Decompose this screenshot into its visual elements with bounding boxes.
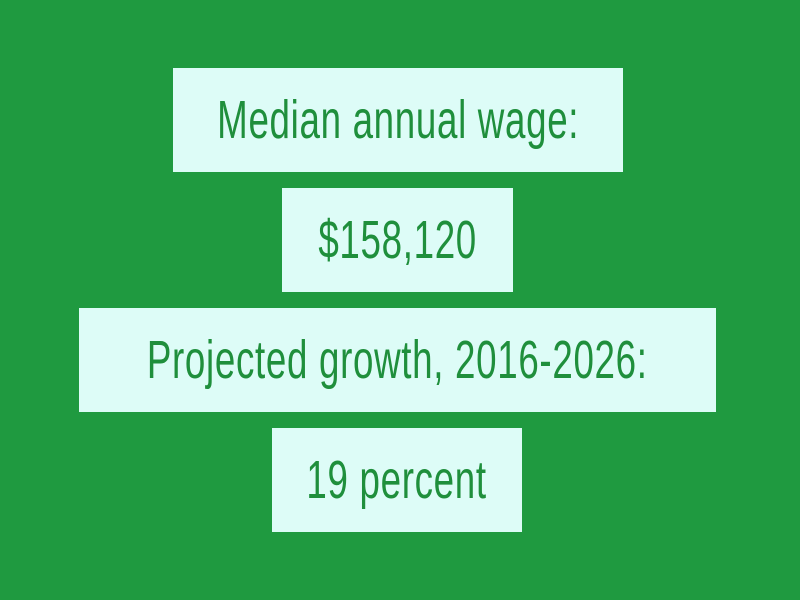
growth-value: 19 percent: [306, 450, 488, 510]
wage-label-box: Median annual wage:: [173, 68, 623, 172]
wage-label: Median annual wage:: [216, 90, 580, 150]
wage-value-box: $158,120: [282, 188, 513, 292]
wage-value: $158,120: [318, 210, 477, 270]
growth-value-box: 19 percent: [272, 428, 522, 532]
growth-label: Projected growth, 2016-2026:: [147, 330, 648, 390]
growth-label-box: Projected growth, 2016-2026:: [79, 308, 716, 412]
